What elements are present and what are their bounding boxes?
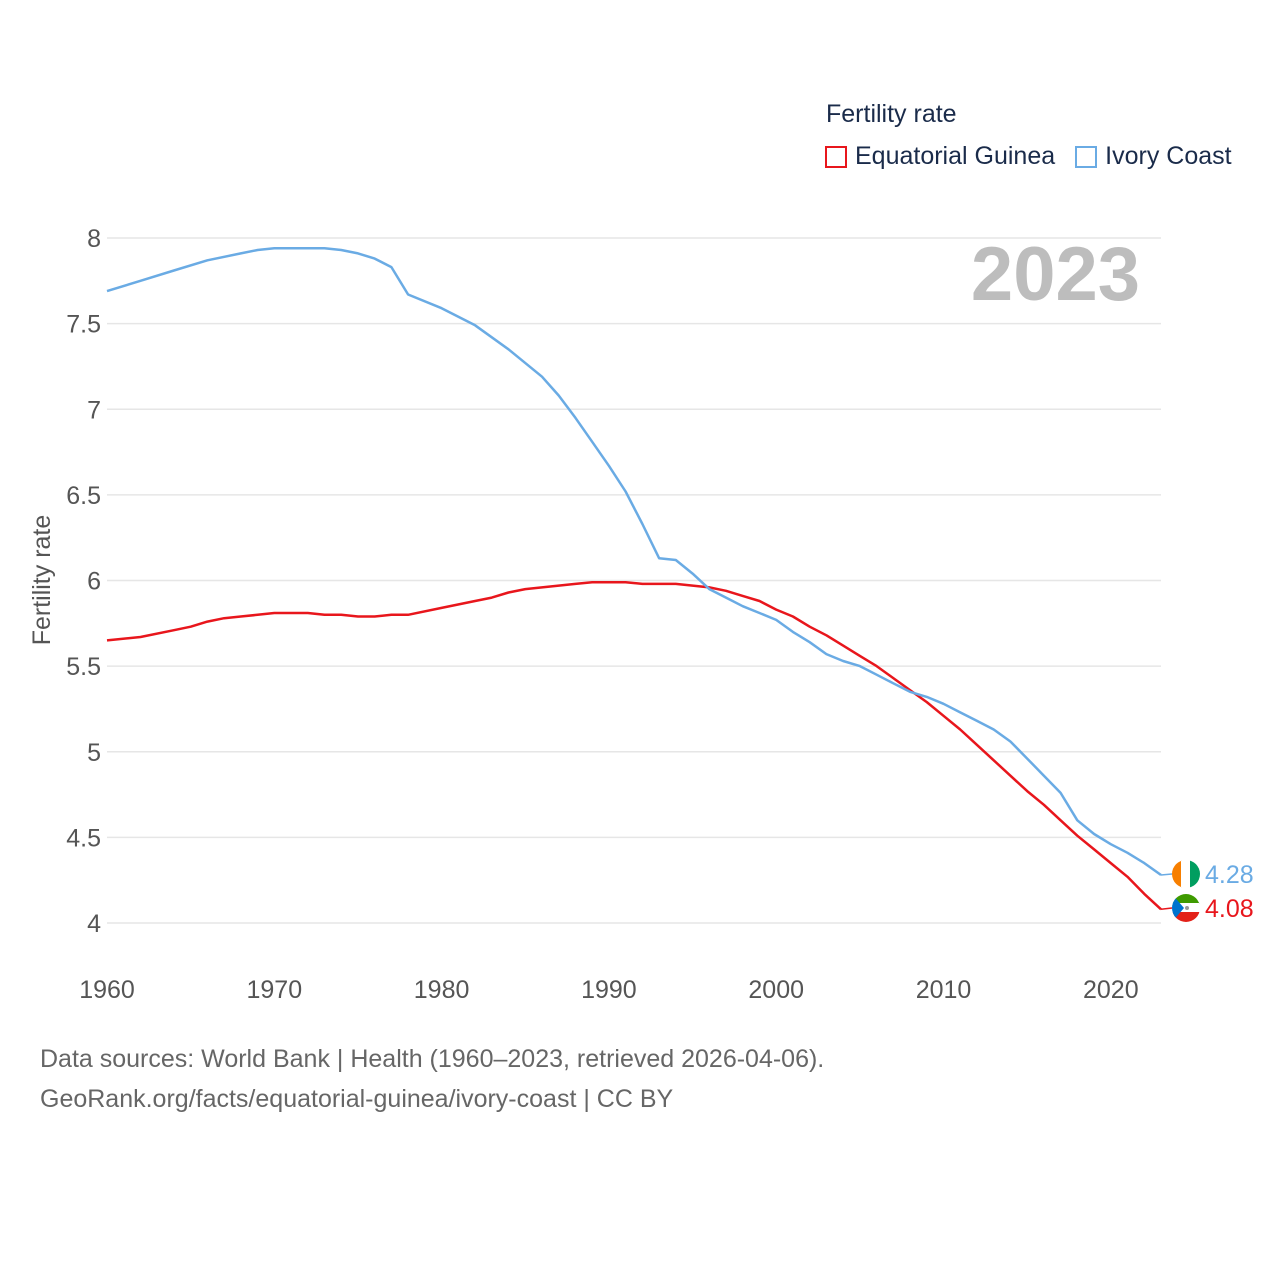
ivory-coast-end-value: 4.28 — [1205, 861, 1254, 889]
legend-label-ivory-coast: Ivory Coast — [1105, 142, 1232, 170]
legend-item-equatorial-guinea[interactable]: Equatorial Guinea — [825, 142, 1055, 171]
x-tick-label: 1960 — [79, 976, 135, 1004]
series-lines — [106, 247, 1162, 911]
y-tick-label: 6.5 — [66, 482, 101, 510]
ivory-coast-line — [106, 247, 1162, 877]
x-tick-label: 2020 — [1083, 976, 1139, 1004]
footer-source: Data sources: World Bank | Health (1960–… — [40, 1045, 825, 1073]
equatorial-guinea-end-value: 4.08 — [1205, 895, 1254, 923]
y-tick-label: 4.5 — [66, 824, 101, 852]
footer-credit[interactable]: GeoRank.org/facts/equatorial-guinea/ivor… — [40, 1085, 674, 1113]
x-tick-label: 1980 — [414, 976, 470, 1004]
end-markers: 4.08 4.28 — [1160, 860, 1254, 923]
equatorial-guinea-end-connector — [1160, 907, 1173, 911]
y-tick-label: 5 — [87, 739, 101, 767]
y-axis-label: Fertility rate — [28, 515, 56, 646]
y-tick-label: 5.5 — [66, 653, 101, 681]
x-tick-label: 2000 — [748, 976, 804, 1004]
grid-lines — [107, 237, 1161, 924]
ivory-coast-end-connector — [1160, 873, 1173, 876]
legend-label-equatorial-guinea: Equatorial Guinea — [855, 142, 1056, 170]
equatorial-guinea-line — [106, 580, 1162, 911]
y-axis-ticks: 4 4.5 5 5.5 6 6.5 7 7.5 8 — [66, 225, 101, 938]
year-label: 2023 — [971, 232, 1140, 317]
x-axis-ticks: 1960 1970 1980 1990 2000 2010 2020 — [79, 976, 1138, 1004]
legend-title: Fertility rate — [826, 100, 957, 128]
ivory-coast-flag-icon — [1172, 860, 1200, 888]
y-tick-label: 7 — [87, 396, 101, 424]
x-tick-label: 1990 — [581, 976, 637, 1004]
y-tick-label: 8 — [87, 225, 101, 253]
y-tick-label: 4 — [87, 910, 101, 938]
legend-swatch-ivory-coast — [1075, 145, 1098, 168]
x-tick-label: 1970 — [246, 976, 302, 1004]
y-tick-label: 6 — [87, 568, 101, 596]
x-tick-label: 2010 — [916, 976, 972, 1004]
legend: Equatorial Guinea Ivory Coast — [825, 142, 1252, 171]
legend-item-ivory-coast[interactable]: Ivory Coast — [1075, 142, 1232, 171]
y-tick-label: 7.5 — [66, 311, 101, 339]
legend-swatch-equatorial-guinea — [825, 145, 847, 168]
equatorial-guinea-flag-icon — [1172, 894, 1200, 922]
